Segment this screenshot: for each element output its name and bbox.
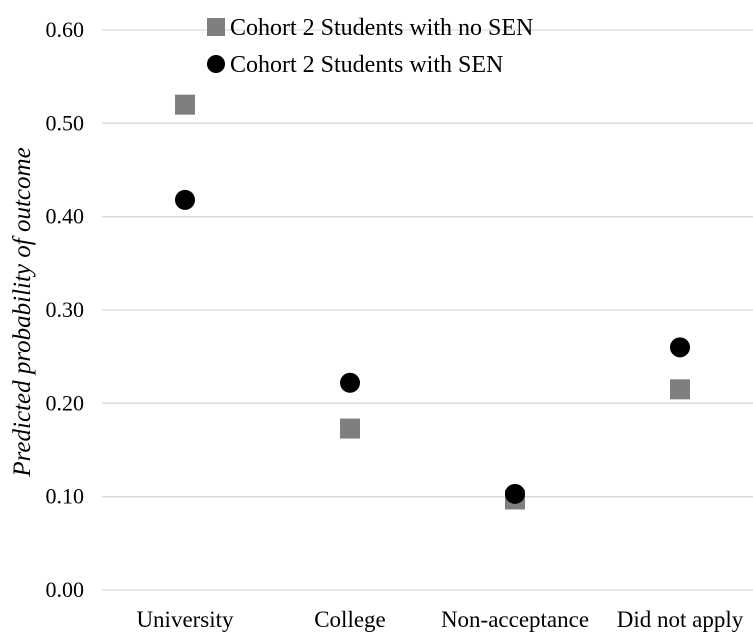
y-tick-label: 0.30 [46, 297, 85, 322]
data-point-circle [340, 372, 360, 393]
y-tick-label: 0.00 [46, 577, 85, 602]
y-tick-label: 0.10 [46, 484, 85, 509]
legend-marker-square [207, 18, 225, 36]
y-tick-label: 0.60 [46, 17, 85, 42]
data-point-circle [670, 337, 690, 358]
y-tick-labels: 0.00 0.10 0.20 0.30 0.40 0.50 0.60 [46, 17, 85, 602]
legend: Cohort 2 Students with no SEN Cohort 2 St… [207, 15, 533, 78]
x-category-label: Non-acceptance [441, 607, 589, 632]
legend-label: Cohort 2 Students with SEN [230, 52, 503, 78]
y-tick-label: 0.20 [46, 390, 85, 415]
data-point-square [175, 94, 195, 115]
legend-marker-circle [207, 55, 225, 73]
x-category-label: Did not apply [617, 607, 744, 632]
y-axis-label: Predicted probability of outcome [9, 147, 36, 477]
data-point-square [340, 418, 360, 439]
data-point-circle [175, 189, 195, 210]
x-category-label: College [314, 607, 386, 632]
gridlines [102, 29, 753, 591]
legend-label: Cohort 2 Students with no SEN [230, 15, 533, 41]
data-point-circle [505, 483, 525, 504]
x-category-label: University [136, 607, 234, 632]
x-category-labels: University College Non-acceptance Did not a… [136, 607, 743, 632]
y-tick-label: 0.50 [46, 110, 85, 135]
y-tick-label: 0.40 [46, 204, 85, 229]
data-point-square [670, 379, 690, 400]
data-points [175, 94, 690, 510]
